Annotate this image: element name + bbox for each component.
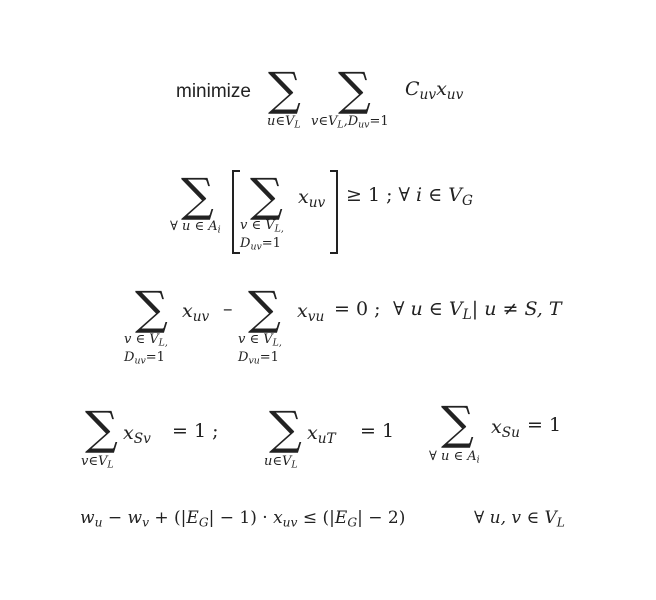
left-bracket [232, 170, 240, 254]
constraint-1-rhs: ≥ 1 ; ∀ i ∈ VG [346, 184, 473, 209]
sum-index-v: v∈VL,Duv=1 [311, 114, 389, 131]
sum-index-2-line2: Dvu=1 [238, 350, 279, 367]
sum-index-a: v∈VL [81, 454, 114, 471]
w-v: wv [127, 508, 149, 530]
cost-term: Cuvxuv [405, 78, 464, 103]
equals-one-c: = 1 [527, 414, 562, 436]
x-uv: xuv [273, 508, 298, 530]
sum-symbol: ∑ [181, 168, 214, 222]
equals-one-a: = 1 ; [172, 420, 219, 442]
sum-symbol: ∑ [268, 62, 301, 116]
edge-set-1: EG [186, 508, 209, 530]
sum-symbol: ∑ [269, 401, 302, 455]
leq-sign: ≤ (| [297, 508, 335, 528]
sum-index-inner-line2: Duv=1 [240, 236, 281, 253]
sum-symbol: ∑ [441, 396, 474, 450]
variable-term-1: xuv [182, 300, 210, 325]
edge-set-2: EG [334, 508, 358, 530]
sum-index-b: u∈VL [264, 454, 298, 471]
equals-zero: = 0 ; [334, 298, 381, 320]
constraint-4: wu − wv + (|EG| − 1) · xuv ≤ (|EG| − 2) [80, 508, 406, 530]
sum-symbol: ∑ [250, 168, 283, 222]
sum-index-inner-line1: v ∈ VL, [240, 218, 284, 235]
sum-symbol: ∑ [85, 401, 118, 455]
right-bracket [330, 170, 338, 254]
sum-index-2-line1: v ∈ VL, [238, 332, 282, 349]
minus-sign: − [102, 508, 128, 528]
sum-symbol: ∑ [338, 62, 371, 116]
w-u: wu [80, 508, 103, 530]
sum-index-1-line2: Duv=1 [124, 350, 165, 367]
sum-index-c: ∀ u ∈ Ai [429, 449, 480, 466]
sum-symbol: ∑ [135, 281, 168, 335]
variable-term-2: xvu [297, 300, 325, 325]
variable-term-c: xSu [491, 416, 520, 441]
minus-one-times: | − 1) · [208, 508, 274, 528]
variable-term-b: xuT [307, 422, 336, 447]
constraint-2-condition: ∀ u ∈ VL| u ≠ S, T [393, 298, 562, 323]
variable-term-a: xSv [123, 422, 151, 447]
constraint-4-condition: ∀ u, v ∈ VL [474, 508, 565, 530]
minimize-label: minimize [176, 81, 251, 102]
equals-one-b: = 1 [360, 420, 395, 442]
minus-sign: – [223, 298, 233, 320]
sum-index-outer: ∀ u ∈ Ai [170, 219, 221, 236]
minus-two: | − 2) [357, 508, 406, 528]
plus-open: + (| [149, 508, 187, 528]
variable-term: xuv [298, 186, 326, 211]
sum-index-u: u∈VL [267, 114, 301, 131]
sum-symbol: ∑ [248, 281, 281, 335]
sum-index-1-line1: v ∈ VL, [124, 332, 168, 349]
